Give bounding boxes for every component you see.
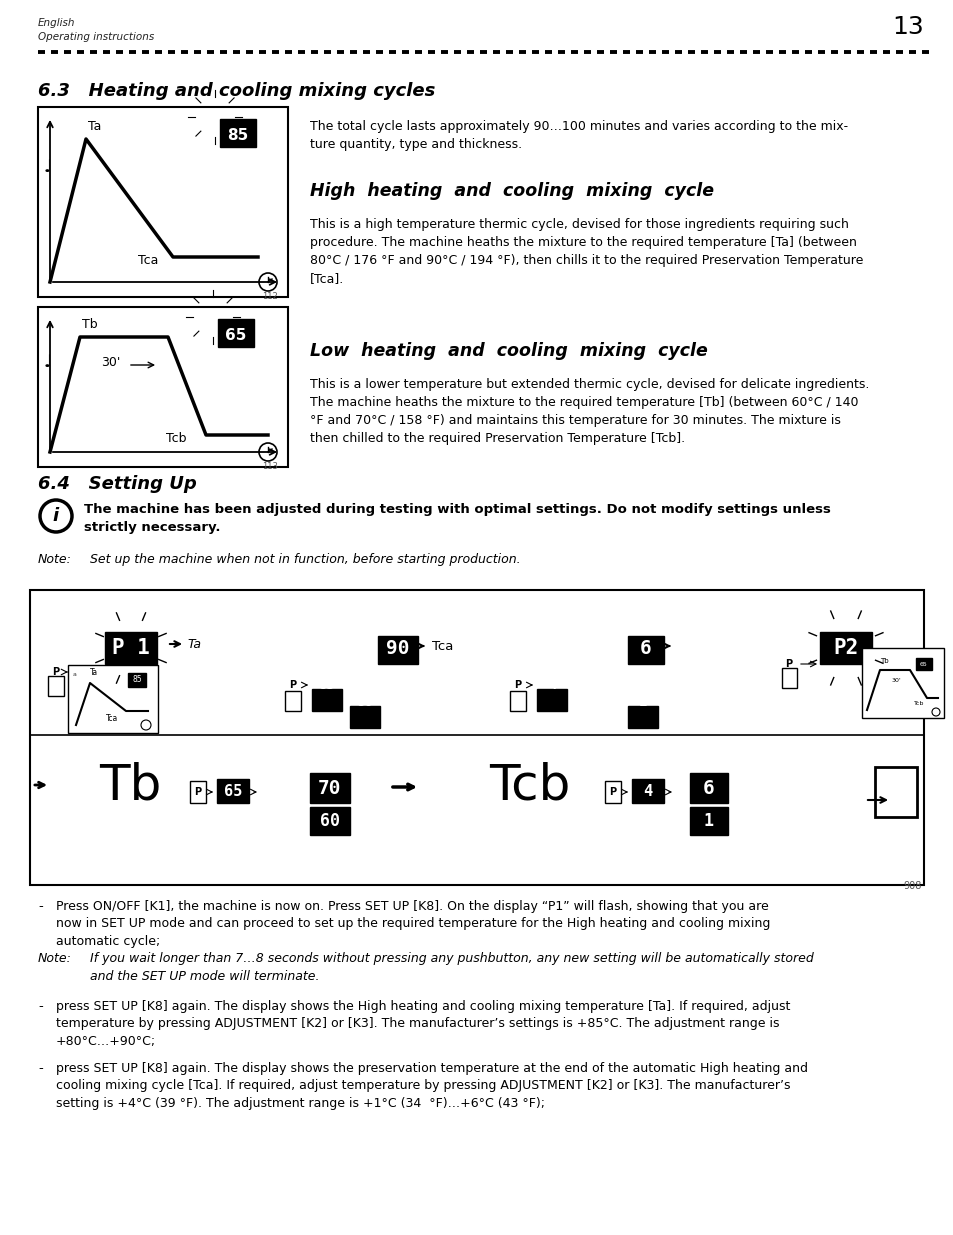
- Text: 1: 1: [639, 695, 646, 709]
- Text: 13: 13: [891, 15, 923, 40]
- Bar: [537, 689, 566, 711]
- Text: Tcb: Tcb: [166, 432, 186, 445]
- Text: Tca: Tca: [106, 714, 118, 722]
- Text: Tb: Tb: [82, 317, 97, 331]
- Text: Set up the machine when not in function, before starting production.: Set up the machine when not in function,…: [90, 553, 520, 566]
- Bar: [216, 779, 249, 803]
- Bar: [68, 664, 158, 734]
- Text: P: P: [784, 659, 792, 669]
- Bar: [915, 658, 931, 671]
- Bar: [48, 676, 64, 697]
- Text: 6: 6: [702, 778, 714, 798]
- Text: -: -: [38, 900, 43, 913]
- Text: P: P: [194, 787, 201, 797]
- Text: 6: 6: [639, 638, 651, 657]
- Text: 112: 112: [262, 291, 277, 301]
- Text: 65: 65: [224, 783, 242, 799]
- Text: 30': 30': [101, 357, 121, 369]
- Bar: [285, 692, 301, 711]
- Text: 30': 30': [891, 678, 901, 683]
- Text: 1: 1: [703, 811, 713, 830]
- Text: 70: 70: [318, 778, 341, 798]
- Bar: [38, 107, 288, 296]
- Bar: [310, 806, 350, 835]
- Text: press SET UP [K8] again. The display shows the High heating and cooling mixing t: press SET UP [K8] again. The display sho…: [56, 1000, 789, 1049]
- Text: 65: 65: [919, 662, 927, 667]
- Bar: [689, 773, 727, 803]
- Text: Note:: Note:: [38, 553, 71, 566]
- Bar: [220, 119, 255, 147]
- Text: High  heating  and  cooling  mixing  cycle: High heating and cooling mixing cycle: [310, 182, 713, 200]
- Text: English: English: [38, 19, 75, 28]
- Text: P 1: P 1: [112, 638, 150, 658]
- Text: The machine has been adjusted during testing with optimal settings. Do not modif: The machine has been adjusted during tes…: [84, 503, 830, 534]
- Bar: [310, 773, 350, 803]
- Text: If you wait longer than 7…8 seconds without pressing any pushbutton, any new set: If you wait longer than 7…8 seconds with…: [90, 952, 813, 983]
- Text: i: i: [52, 508, 59, 525]
- Text: -: -: [38, 1062, 43, 1074]
- Text: Ta: Ta: [187, 637, 201, 651]
- Bar: [689, 806, 727, 835]
- Text: Tca: Tca: [138, 254, 158, 267]
- Bar: [30, 590, 923, 885]
- Text: Operating instructions: Operating instructions: [38, 32, 154, 42]
- Text: a: a: [73, 672, 77, 677]
- Bar: [190, 781, 206, 803]
- Bar: [631, 779, 663, 803]
- Text: Tca: Tca: [432, 640, 453, 652]
- Text: Tb: Tb: [99, 761, 161, 809]
- Text: 4: 4: [642, 783, 652, 799]
- Text: Tb: Tb: [879, 658, 887, 664]
- Text: 113: 113: [262, 462, 277, 471]
- Bar: [350, 706, 379, 727]
- Text: 65: 65: [225, 327, 247, 342]
- Bar: [105, 632, 157, 664]
- Bar: [862, 648, 943, 718]
- Text: 85: 85: [227, 127, 249, 142]
- Text: 85: 85: [132, 676, 142, 684]
- Bar: [38, 308, 288, 467]
- Bar: [377, 636, 417, 664]
- Bar: [312, 689, 341, 711]
- Bar: [218, 319, 253, 347]
- Text: 90: 90: [386, 638, 410, 657]
- Text: 908: 908: [902, 881, 921, 890]
- Text: 60: 60: [319, 811, 339, 830]
- Bar: [128, 673, 146, 687]
- Text: -: -: [38, 1000, 43, 1013]
- Text: ♩: ♩: [44, 158, 51, 177]
- Bar: [627, 636, 663, 664]
- Text: Tcb: Tcb: [913, 701, 923, 706]
- Bar: [510, 692, 525, 711]
- Text: P2: P2: [833, 638, 858, 658]
- Text: 85: 85: [318, 678, 335, 692]
- Text: 6.4   Setting Up: 6.4 Setting Up: [38, 475, 196, 493]
- Text: 80: 80: [356, 695, 373, 709]
- Text: P: P: [609, 787, 616, 797]
- Text: Ta: Ta: [88, 120, 101, 133]
- Bar: [874, 767, 916, 818]
- Bar: [627, 706, 658, 727]
- Bar: [820, 632, 871, 664]
- Text: The total cycle lasts approximately 90…100 minutes and varies according to the m: The total cycle lasts approximately 90…1…: [310, 120, 847, 151]
- Text: press SET UP [K8] again. The display shows the preservation temperature at the e: press SET UP [K8] again. The display sho…: [56, 1062, 807, 1110]
- Text: Low  heating  and  cooling  mixing  cycle: Low heating and cooling mixing cycle: [310, 342, 707, 359]
- Text: This is a high temperature thermic cycle, devised for those ingredients requirin: This is a high temperature thermic cycle…: [310, 219, 862, 285]
- Text: 4: 4: [547, 678, 556, 692]
- Text: ♩: ♩: [44, 353, 51, 370]
- Text: P: P: [52, 667, 59, 677]
- Text: Ta: Ta: [90, 668, 98, 677]
- Bar: [781, 668, 796, 688]
- Text: 6.3   Heating and cooling mixing cycles: 6.3 Heating and cooling mixing cycles: [38, 82, 435, 100]
- Bar: [604, 781, 620, 803]
- Text: P: P: [514, 680, 521, 690]
- Text: Press ON/OFF [K1], the machine is now on. Press SET UP [K8]. On the display “P1”: Press ON/OFF [K1], the machine is now on…: [56, 900, 770, 948]
- Text: P: P: [289, 680, 296, 690]
- Text: Note:: Note:: [38, 952, 71, 965]
- Text: Tcb: Tcb: [489, 761, 570, 809]
- Text: This is a lower temperature but extended thermic cycle, devised for delicate ing: This is a lower temperature but extended…: [310, 378, 868, 445]
